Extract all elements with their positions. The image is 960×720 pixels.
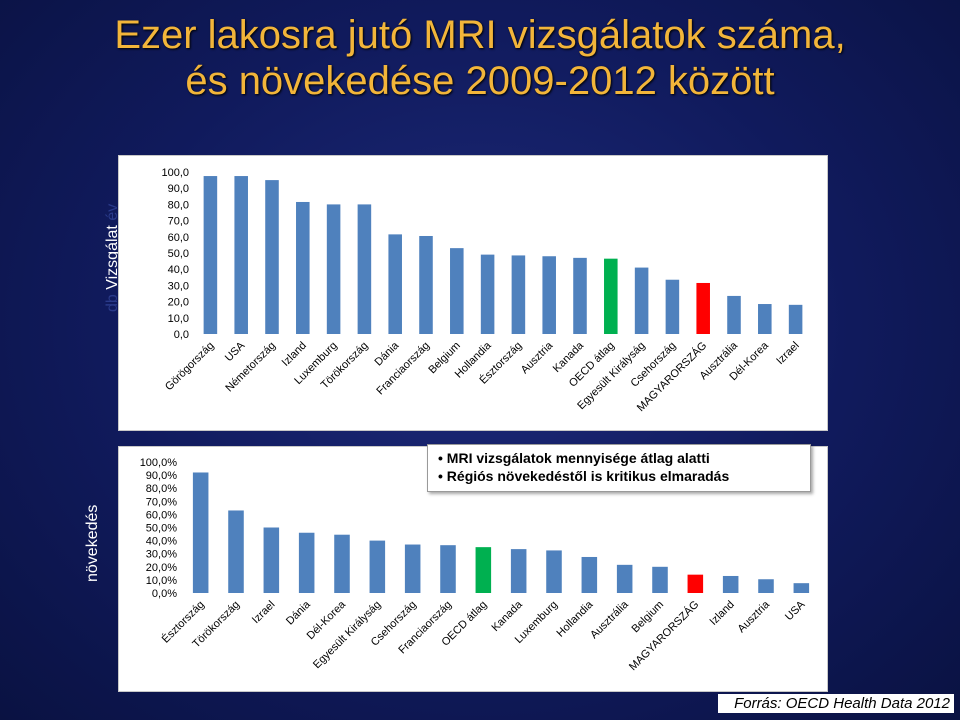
chart1-bar [573, 257, 587, 334]
chart2-bar [369, 540, 386, 593]
chart2-category-label: USA [783, 598, 808, 623]
chart1-category-label: Ausztria [519, 339, 556, 376]
chart2-bar [546, 550, 562, 593]
chart2-y-tick-label: 90,0% [146, 470, 177, 482]
callout-box: MRI vizsgálatok mennyisége átlag alatti … [427, 444, 811, 492]
chart1-category-label: Izrael [774, 340, 802, 368]
chart1-bar [758, 304, 772, 334]
chart1-bar [357, 204, 372, 334]
chart2-y-tick-label: 70,0% [146, 496, 177, 508]
chart1-bar [542, 256, 556, 334]
chart1-bar [480, 254, 495, 334]
chart2-bar [722, 575, 739, 593]
chart2-bar [652, 566, 668, 593]
chart1-bar [388, 234, 402, 334]
chart2-bar [334, 534, 350, 593]
chart2-y-tick-label: 40,0% [146, 536, 177, 548]
chart1-category-label: USA [223, 339, 248, 364]
chart1-bar [604, 258, 618, 334]
chart1-bar [326, 204, 341, 334]
growth-chart-svg: 0,0%10,0%20,0%30,0%40,0%50,0% 60,0%70,0%8… [140, 457, 810, 673]
chart1-y-tick-label: 10,0 [168, 313, 189, 325]
chart1-category-label: Izland [280, 340, 309, 369]
chart2-bar [298, 532, 315, 593]
callout-item-1: MRI vizsgálatok mennyisége átlag alatti [438, 449, 810, 467]
chart2-category-label: Ausztria [736, 598, 773, 635]
chart1-y-tick-label: 30,0 [168, 280, 189, 292]
chart1-bar [296, 201, 310, 334]
chart2-bar [510, 549, 527, 593]
chart2-y-axis-label: növekedés [84, 504, 101, 582]
callout-item-2: Régiós növekedéstől is kritikus elmaradá… [438, 467, 810, 485]
chart2-category-label: Izland [708, 599, 737, 628]
source-note: Forrás: OECD Health Data 2012 [718, 694, 954, 713]
chart2-bar [228, 510, 244, 593]
chart1-y-tick-label: 40,0 [168, 264, 189, 276]
chart2-category-label: Dánia [284, 598, 313, 627]
chart2-y-tick-label: 60,0% [146, 509, 177, 521]
chart1-bar [665, 279, 680, 334]
growth-chart: 0,0% 10,0% 20,0% 30,0% 40,0% 50,0% 60,0% 70,0% 8… [118, 446, 828, 692]
chart2-y-tick-label: 80,0% [146, 483, 177, 495]
chart1-y-tick-label: 50,0 [168, 248, 189, 260]
chart2-y-tick-label: 50,0% [146, 523, 177, 535]
chart2-category-label: Izrael [250, 599, 278, 627]
chart1-bar [696, 282, 710, 334]
chart2-bar [440, 545, 456, 593]
chart2-y-tick-label: 100,0% [140, 457, 178, 469]
chart1-bar [511, 255, 526, 334]
chart2-bar [192, 472, 209, 593]
mri-count-chart-svg: 0,0 10,0 20,0 30,0 40,0 50,0 60,0 70,0 80,0 90,0 1… [161, 167, 803, 414]
page-title: Ezer lakosra jutó MRI vizsgálatok száma,… [0, 12, 960, 104]
chart1-y-tick-label: 20,0 [168, 297, 189, 309]
chart2-bar [758, 579, 774, 593]
chart2-y-tick-label: 10,0% [146, 575, 177, 587]
chart1-category-label: Dánia [373, 339, 402, 368]
chart1-bar [234, 176, 248, 334]
title-line-1: Ezer lakosra jutó MRI vizsgálatok száma, [114, 13, 846, 57]
chart1-y-tick-label: 90,0 [168, 183, 189, 195]
chart1-bar [727, 295, 741, 334]
chart2-bar [616, 564, 633, 593]
chart2-bar [404, 544, 421, 593]
chart2-y-tick-label: 30,0% [146, 549, 177, 561]
chart2-category-label: Egyesült Királyság [311, 599, 383, 671]
chart2-bar [475, 547, 492, 593]
callout-list: MRI vizsgálatok mennyisége átlag alatti … [428, 445, 810, 485]
chart1-y-tick-label: 100,0 [161, 167, 189, 179]
chart1-bar [265, 180, 279, 334]
chart1-category-label: Görögország [163, 340, 216, 393]
chart1-y-tick-label: 70,0 [168, 216, 189, 228]
chart1-y-tick-label: 0,0 [174, 329, 189, 341]
chart2-bar [687, 574, 704, 593]
chart1-bar [450, 248, 464, 334]
chart1-bar [634, 267, 649, 334]
chart1-bar [419, 235, 433, 334]
chart2-category-label: Ausztrália [588, 598, 631, 641]
chart1-bar [203, 176, 218, 334]
title-line-2: és növekedése 2009-2012 között [185, 59, 775, 103]
chart1-y-tick-label: 80,0 [168, 199, 189, 211]
chart2-bar [793, 583, 810, 593]
chart1-y-tick-label: 60,0 [168, 232, 189, 244]
chart2-bar [581, 556, 598, 593]
mri-count-chart: 0,0 10,0 20,0 30,0 40,0 50,0 60,0 70,0 80,0 90,0 1… [118, 155, 828, 431]
chart2-bar [263, 527, 280, 593]
chart2-y-tick-label: 0,0% [152, 588, 177, 600]
chart2-y-tick-label: 20,0% [146, 562, 177, 574]
chart1-bar [788, 304, 803, 334]
chart2-category-label: Kanada [489, 598, 525, 634]
